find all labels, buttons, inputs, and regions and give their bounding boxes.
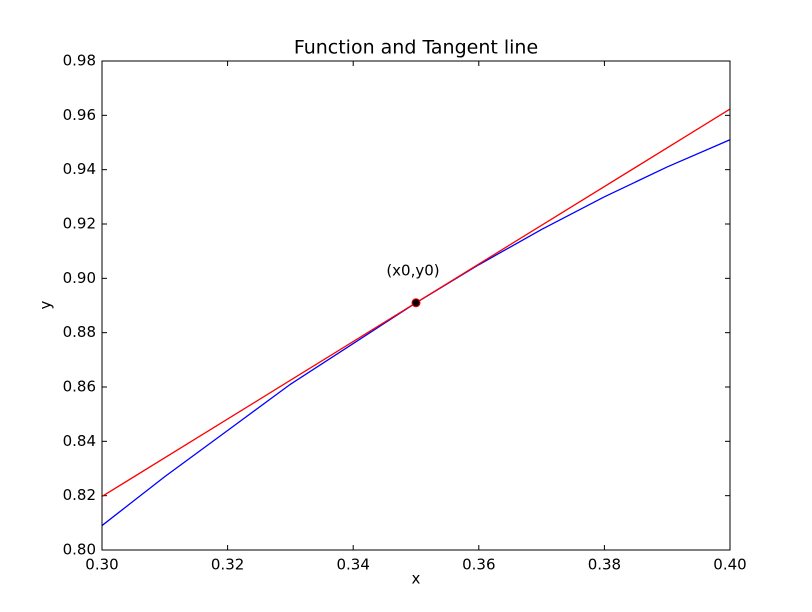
x-axis-label: x [412,570,421,588]
plot-frame [101,60,731,551]
x-tick-label: 0.34 [336,556,369,574]
y-tick-label: 0.94 [63,160,96,178]
y-tick-label: 0.96 [63,106,96,124]
y-tick-label: 0.92 [63,215,96,233]
x-tick-label: 0.40 [713,556,746,574]
x-tick-label: 0.30 [85,556,118,574]
annotation: (x0,y0) [386,261,439,279]
y-tick-label: 0.86 [63,378,96,396]
chart-title: Function and Tangent line [294,37,538,59]
y-tick-label: 0.82 [63,486,96,504]
x-tick-label: 0.38 [588,556,621,574]
y-tick-label: 0.88 [63,323,96,341]
y-tick-label: 0.80 [63,541,96,559]
point-marker [411,298,421,308]
y-tick-label: 0.90 [63,269,96,287]
y-axis-label: y [37,300,55,309]
x-tick-label: 0.36 [462,556,495,574]
y-tick-label: 0.98 [63,52,96,70]
y-tick-label: 0.84 [63,432,96,450]
x-tick-label: 0.32 [211,556,244,574]
